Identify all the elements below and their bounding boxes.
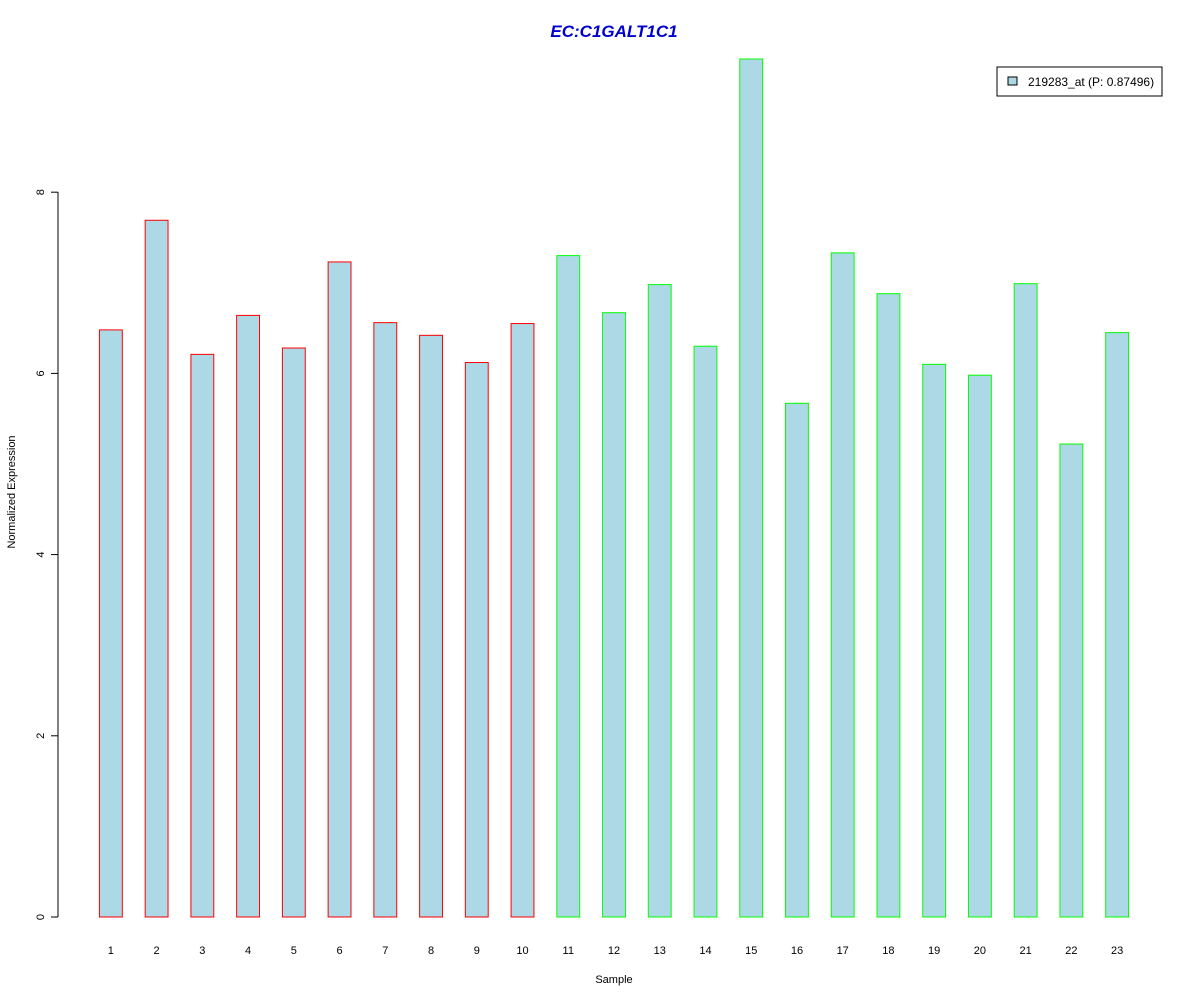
x-tick-label: 12 <box>608 945 620 957</box>
x-tick-label: 14 <box>699 945 711 957</box>
bar <box>1105 332 1130 918</box>
y-tick-label: 8 <box>35 189 47 195</box>
bar <box>327 261 352 918</box>
y-tick-label: 4 <box>35 552 47 558</box>
bar <box>693 345 718 918</box>
bar <box>967 374 992 918</box>
y-tick-label: 2 <box>35 733 47 739</box>
bar <box>190 353 215 918</box>
x-tick-label: 13 <box>654 945 666 957</box>
x-tick-label: 8 <box>428 945 434 957</box>
x-tick-label: 7 <box>382 945 388 957</box>
bars <box>98 58 1130 918</box>
bar <box>785 402 809 918</box>
bar <box>510 323 535 918</box>
bar <box>98 329 123 918</box>
x-tick-label: 20 <box>974 945 986 957</box>
y-tick-label: 0 <box>35 914 47 920</box>
bar <box>236 314 261 918</box>
x-tick-label: 10 <box>516 945 528 957</box>
bar <box>1013 283 1038 918</box>
legend-box <box>996 66 1163 97</box>
bar <box>876 293 901 918</box>
bar <box>464 362 489 918</box>
legend-swatch <box>1007 76 1018 86</box>
bar <box>281 347 306 918</box>
x-tick-label: 21 <box>1020 945 1032 957</box>
x-tick-label: 11 <box>563 945 574 957</box>
x-tick-label: 16 <box>791 945 803 957</box>
chart-title: EC:C1GALT1C1 <box>550 22 677 41</box>
bar <box>144 219 169 918</box>
bar <box>1059 443 1084 918</box>
x-tick-label: 6 <box>337 945 343 957</box>
bar <box>647 284 672 918</box>
x-tick-label: 4 <box>245 945 251 957</box>
bar <box>556 255 581 918</box>
x-tick-label: 17 <box>837 945 849 957</box>
x-tick-label: 3 <box>199 945 205 957</box>
x-tick-label: 22 <box>1065 945 1077 957</box>
bar <box>922 363 947 918</box>
x-tick-label: 9 <box>474 945 480 957</box>
bar <box>419 334 443 918</box>
legend: 219283_at (P: 0.87496) <box>996 66 1163 97</box>
y-axis-label: Normalized Expression <box>6 435 18 548</box>
x-tick-label: 5 <box>291 945 297 957</box>
x-tick-label: 2 <box>154 945 160 957</box>
y-axis: 0 2 4 6 8 <box>35 189 59 920</box>
legend-entry: 219283_at (P: 0.87496) <box>1028 75 1154 89</box>
x-tick-label: 23 <box>1111 945 1123 957</box>
x-tick-label: 1 <box>108 945 114 957</box>
bar <box>373 322 398 918</box>
x-tick-label: 15 <box>745 945 757 957</box>
x-tick-label: 19 <box>928 945 940 957</box>
bar <box>830 252 855 918</box>
x-tick-labels: 1 2 3 4 5 6 7 8 9 10 11 12 13 14 15 16 17 18 19 20 21 22 23 <box>108 945 1123 957</box>
y-tick-label: 6 <box>35 370 47 376</box>
x-axis-label: Sample <box>595 974 632 986</box>
x-tick-label: 18 <box>882 945 894 957</box>
bar <box>739 58 764 918</box>
bar <box>602 312 626 918</box>
